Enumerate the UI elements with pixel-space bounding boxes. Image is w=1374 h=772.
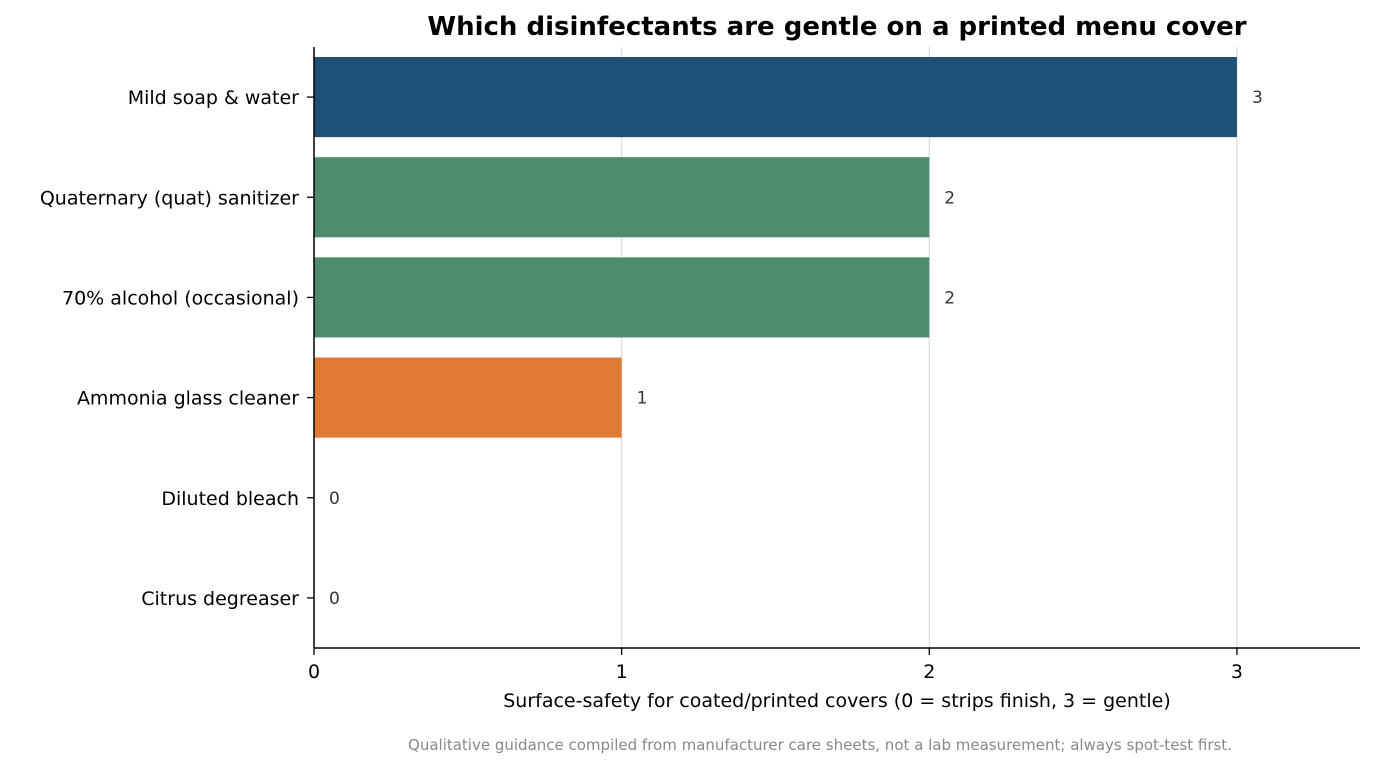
category-label: Citrus degreaser: [141, 588, 299, 610]
axes: [313, 47, 1360, 649]
x-tick-label: 3: [1231, 661, 1243, 683]
grid-lines: [620, 47, 1238, 648]
category-label: Quaternary (quat) sanitizer: [40, 187, 299, 209]
value-label: 3: [1252, 88, 1263, 108]
category-label: Mild soap & water: [128, 87, 299, 109]
x-tick-label: 1: [616, 661, 628, 683]
value-label: 1: [637, 389, 648, 409]
labels: 0 1 2 3 Mild soap & water 3 Quaternary (quat) …: [40, 87, 1263, 683]
value-label: 0: [329, 589, 340, 609]
bar: [314, 357, 622, 438]
value-label: 2: [944, 288, 955, 308]
category-label: Diluted bleach: [161, 488, 299, 510]
bar: [314, 57, 1237, 138]
category-label: 70% alcohol (occasional): [62, 287, 299, 309]
x-tick-label: 0: [308, 661, 320, 683]
value-label: 2: [944, 188, 955, 208]
bar: [314, 157, 930, 238]
footnote: Qualitative guidance compiled from manuf…: [408, 736, 1232, 754]
x-axis-title: Surface-safety for coated/printed covers…: [503, 690, 1171, 712]
value-label: 0: [329, 489, 340, 509]
bar: [314, 257, 930, 338]
x-tick-label: 2: [923, 661, 935, 683]
bars: [314, 57, 1237, 438]
category-label: Ammonia glass cleaner: [77, 388, 299, 410]
chart-title: Which disinfectants are gentle on a prin…: [427, 12, 1246, 42]
